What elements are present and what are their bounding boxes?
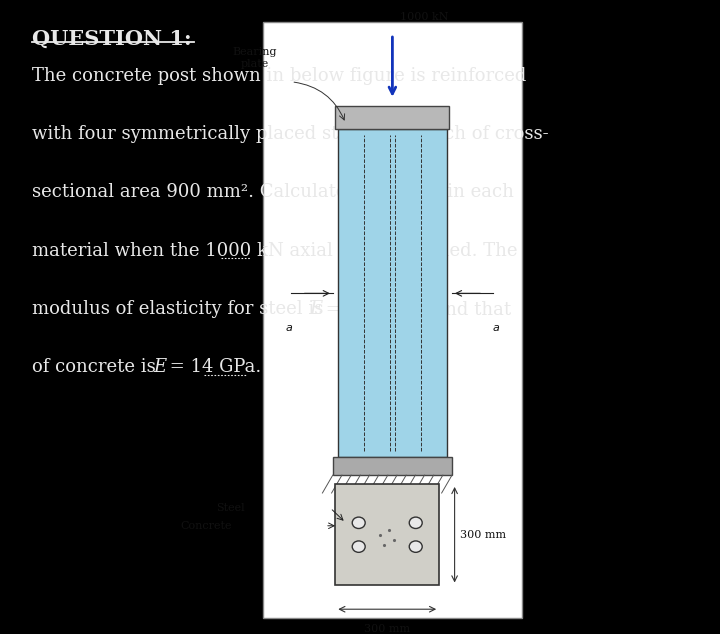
Text: Bearing
plate: Bearing plate: [233, 47, 277, 68]
Text: 1000 kN: 1000 kN: [400, 12, 449, 22]
Text: 300 mm: 300 mm: [364, 624, 410, 634]
Text: QUESTION 1:: QUESTION 1:: [32, 29, 192, 49]
Circle shape: [352, 541, 365, 552]
Text: material when the 1000 kN axial load is applied. The: material when the 1000 kN axial load is …: [32, 242, 518, 259]
Text: = 200 GPa, and that: = 200 GPa, and that: [320, 300, 511, 318]
Bar: [336, 106, 449, 129]
Bar: [336, 484, 439, 585]
Bar: [333, 457, 452, 475]
Circle shape: [409, 517, 422, 529]
Circle shape: [409, 541, 422, 552]
Text: a: a: [285, 323, 292, 333]
Text: a: a: [492, 323, 500, 333]
Text: of concrete is: of concrete is: [32, 358, 162, 376]
Text: E: E: [310, 300, 323, 318]
Text: The concrete post shown in below figure is reinforced: The concrete post shown in below figure …: [32, 67, 527, 84]
Text: Concrete: Concrete: [180, 521, 232, 531]
Text: E: E: [153, 358, 166, 376]
Circle shape: [352, 517, 365, 529]
FancyBboxPatch shape: [338, 129, 447, 457]
Text: Steel: Steel: [216, 503, 245, 513]
Text: 300 mm: 300 mm: [460, 530, 506, 540]
Text: sectional area 900 mm². Calculate the stress in each: sectional area 900 mm². Calculate the st…: [32, 183, 514, 201]
Text: = 14 GPa.: = 14 GPa.: [164, 358, 261, 376]
Text: with four symmetrically placed steel bars, each of cross-: with four symmetrically placed steel bar…: [32, 125, 549, 143]
Text: modulus of elasticity for steel is: modulus of elasticity for steel is: [32, 300, 330, 318]
Bar: [263, 22, 522, 618]
